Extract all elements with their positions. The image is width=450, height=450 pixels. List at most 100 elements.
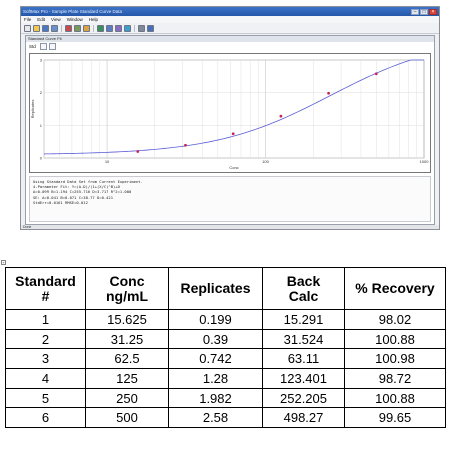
fit-results-panel: Using Standard Data Set from Current Exp… bbox=[29, 176, 431, 222]
header-replicates: Replicates bbox=[168, 267, 263, 310]
cell-back-calc: 63.11 bbox=[262, 348, 345, 370]
plot-svg: 0 1 2 3 10 100 1000 Conc Replicates bbox=[30, 58, 430, 171]
toolbar bbox=[21, 23, 439, 34]
cell-conc: 500 bbox=[85, 407, 169, 429]
x-tick-label: 10 bbox=[105, 159, 110, 164]
cell-replicates: 1.28 bbox=[168, 368, 263, 389]
application-window: SoftMax Pro - Sample Plate Standard Curv… bbox=[20, 6, 440, 230]
header-recovery: % Recovery bbox=[344, 267, 446, 310]
y-axis-label: Replicates bbox=[30, 100, 35, 119]
cell-replicates: 1.982 bbox=[168, 387, 263, 409]
results-line: 4-Parameter Fit: Y=(A-D)/(1+(X/C)^B)+D bbox=[33, 184, 120, 190]
toolbar-separator bbox=[61, 24, 62, 32]
table-row: 3 62.5 0.742 63.11 100.98 bbox=[5, 348, 446, 370]
cell-conc: 125 bbox=[85, 368, 169, 389]
cell-replicates: 0.39 bbox=[168, 328, 263, 350]
table-row: 5 250 1.982 252.205 100.88 bbox=[5, 387, 446, 409]
window-controls: – □ × bbox=[411, 8, 437, 15]
results-line: StdErr=0.0161 RMSE=0.012 bbox=[33, 199, 88, 205]
paste-icon[interactable] bbox=[83, 24, 90, 32]
menu-edit[interactable]: Edit bbox=[37, 17, 46, 22]
table-row: 2 31.25 0.39 31.524 100.88 bbox=[5, 328, 446, 350]
save-icon[interactable] bbox=[42, 24, 49, 32]
cell-standard: 6 bbox=[5, 407, 86, 429]
cell-back-calc: 15.291 bbox=[262, 309, 345, 330]
y-tick-label: 3 bbox=[40, 58, 43, 63]
table-row: 6 500 2.58 498.27 99.65 bbox=[5, 407, 446, 429]
document-title: Standard Curve Fit bbox=[26, 36, 434, 42]
data-point bbox=[374, 72, 378, 76]
cell-conc: 15.625 bbox=[85, 309, 169, 330]
status-bar: Done bbox=[21, 225, 439, 229]
toolbar-separator bbox=[134, 24, 135, 32]
cell-back-calc: 123.401 bbox=[262, 368, 345, 389]
cell-recovery: 100.88 bbox=[344, 328, 446, 350]
cell-back-calc: 31.524 bbox=[262, 328, 345, 350]
data-point bbox=[279, 114, 283, 118]
cell-recovery: 100.98 bbox=[344, 348, 446, 370]
chart-icon[interactable] bbox=[97, 24, 104, 32]
table-row: 4 125 1.28 123.401 98.72 bbox=[5, 368, 446, 389]
y-tick-label: 2 bbox=[40, 90, 43, 95]
window-title: SoftMax Pro - Sample Plate Standard Curv… bbox=[23, 9, 123, 14]
fit-settings-icon[interactable] bbox=[48, 43, 56, 50]
data-point bbox=[136, 150, 140, 153]
minimize-button[interactable]: – bbox=[411, 8, 419, 15]
data-point bbox=[327, 91, 330, 95]
cell-standard: 1 bbox=[5, 309, 86, 330]
cell-replicates: 0.199 bbox=[168, 309, 263, 330]
table-row: 1 15.625 0.199 15.291 98.02 bbox=[5, 309, 446, 330]
print-icon[interactable] bbox=[51, 24, 58, 32]
results-line: Using Standard Data Set from Current Exp… bbox=[33, 179, 143, 184]
new-icon[interactable] bbox=[24, 24, 31, 32]
data-point bbox=[184, 143, 187, 147]
toolbar-separator bbox=[93, 24, 94, 32]
x-axis-label: Conc bbox=[229, 165, 238, 170]
menu-view[interactable]: View bbox=[51, 17, 61, 22]
cell-standard: 2 bbox=[5, 328, 86, 350]
zoom-icon[interactable] bbox=[115, 24, 122, 32]
table-icon[interactable] bbox=[106, 24, 113, 32]
cut-icon[interactable] bbox=[65, 24, 72, 32]
y-tick-label: 1 bbox=[40, 123, 43, 128]
table-header-row: Standard # Conc ng/mL Replicates Back Calc … bbox=[5, 267, 446, 310]
plot-area bbox=[43, 59, 425, 159]
cell-replicates: 2.58 bbox=[168, 407, 263, 429]
menu-bar: File Edit View Window Help bbox=[21, 16, 439, 23]
menu-help[interactable]: Help bbox=[88, 17, 98, 22]
settings-icon[interactable] bbox=[138, 24, 145, 32]
cell-recovery: 99.65 bbox=[344, 407, 446, 429]
cell-standard: 3 bbox=[5, 348, 86, 370]
refresh-icon[interactable] bbox=[124, 24, 131, 32]
graph-settings-icon[interactable] bbox=[39, 43, 47, 50]
cell-conc: 250 bbox=[85, 387, 169, 409]
header-back-calc: Back Calc bbox=[262, 267, 345, 310]
open-icon[interactable] bbox=[33, 24, 40, 32]
cell-conc: 62.5 bbox=[85, 348, 169, 370]
cell-standard: 4 bbox=[5, 368, 86, 389]
plot-label: Std bbox=[29, 44, 36, 49]
curve-document: Standard Curve Fit Std 0 1 2 3 10 100 1000 Conc… bbox=[25, 35, 435, 225]
table-anchor-icon[interactable]: + bbox=[1, 260, 6, 265]
standard-curve-plot[interactable]: 0 1 2 3 10 100 1000 Conc Replicates bbox=[29, 53, 431, 173]
cell-recovery: 98.72 bbox=[344, 368, 446, 389]
document-toolbar: Std bbox=[26, 42, 434, 51]
copy-icon[interactable] bbox=[74, 24, 81, 32]
title-bar: SoftMax Pro - Sample Plate Standard Curv… bbox=[21, 7, 439, 16]
close-button[interactable]: × bbox=[429, 8, 437, 15]
x-tick-label: 1000 bbox=[420, 159, 430, 164]
data-point bbox=[231, 132, 235, 136]
cell-recovery: 100.88 bbox=[344, 387, 446, 409]
header-standard: Standard # bbox=[5, 267, 86, 310]
cell-recovery: 98.02 bbox=[344, 309, 446, 330]
menu-window[interactable]: Window bbox=[66, 17, 83, 22]
results-line: A=0.099 B=1.194 C=255.716 D=3.717 R^2=1.… bbox=[33, 189, 132, 195]
help-icon[interactable] bbox=[147, 24, 154, 32]
results-line: SE: A=0.041 B=0.071 C=38.77 D=0.421 bbox=[33, 194, 114, 200]
standards-table: Standard # Conc ng/mL Replicates Back Calc … bbox=[5, 267, 446, 429]
fit-curve bbox=[43, 59, 424, 155]
maximize-button[interactable]: □ bbox=[420, 8, 428, 15]
y-tick-label: 0 bbox=[40, 156, 43, 161]
header-conc: Conc ng/mL bbox=[85, 267, 169, 310]
menu-file[interactable]: File bbox=[24, 17, 32, 22]
